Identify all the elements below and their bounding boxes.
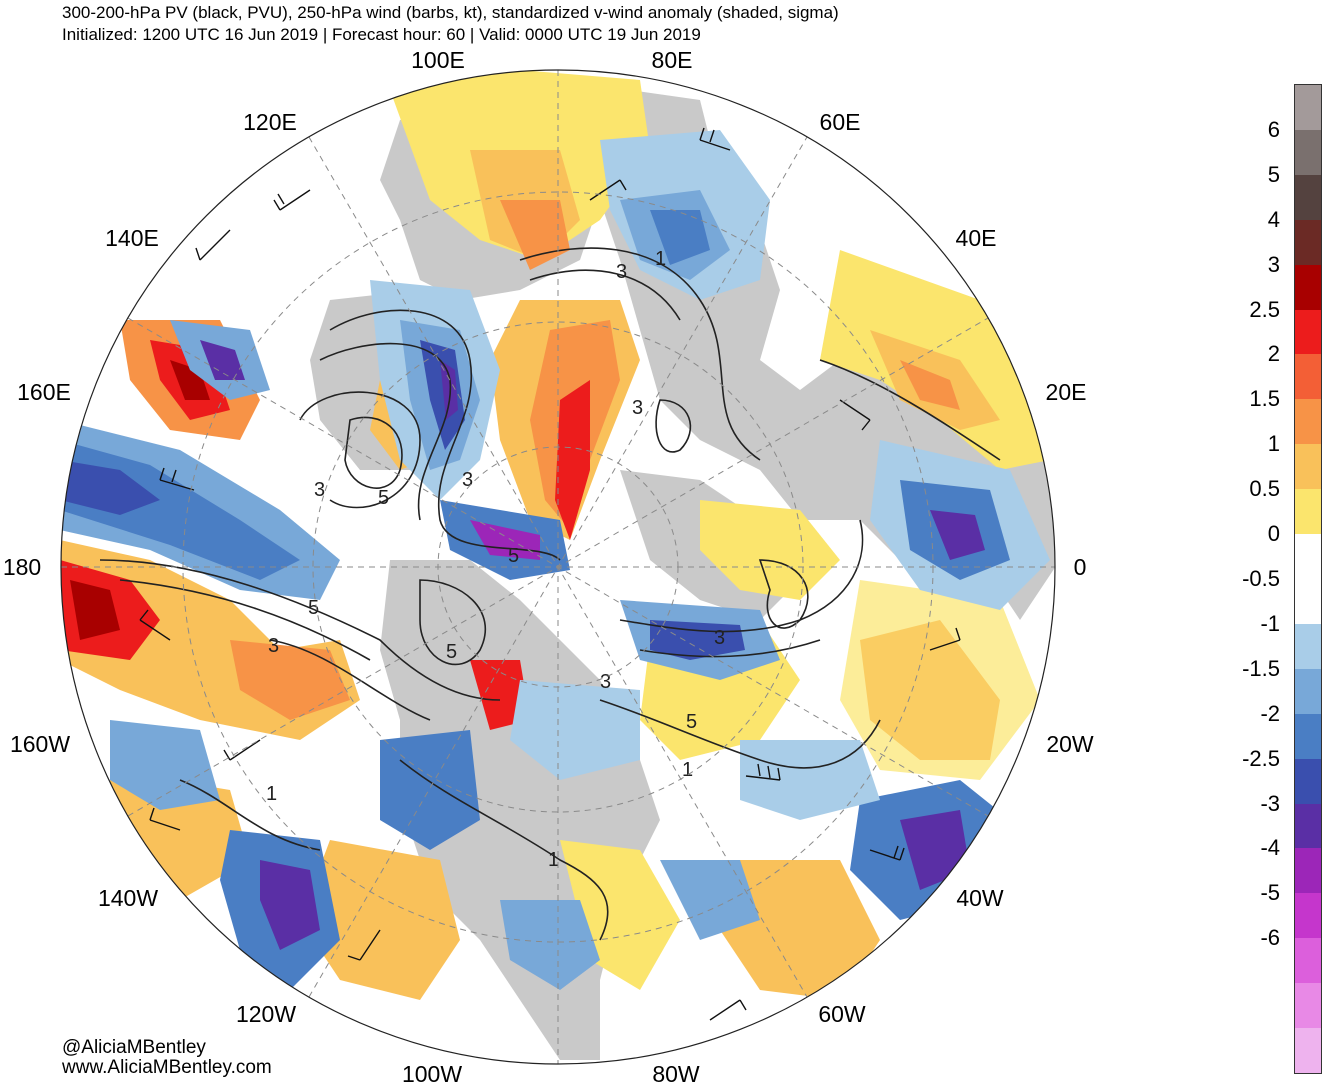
- map-boundary: [60, 69, 1056, 1065]
- colorbar-tick-label: 1: [1267, 431, 1280, 457]
- longitude-labels: 100E 80E 120E 60E 140E 40E 160E 20E 180 …: [3, 47, 1094, 1086]
- credit-block: @AliciaMBentley www.AliciaMBentley.com: [62, 1038, 272, 1078]
- colorbar-swatch: [1295, 1028, 1321, 1074]
- lon-label-80w: 80W: [652, 1061, 700, 1086]
- negative-anomalies: [61, 130, 1050, 990]
- colorbar-tick-label: -2: [1260, 700, 1280, 726]
- lon-label-80e: 80E: [652, 47, 693, 73]
- lon-label-100e: 100E: [411, 47, 465, 73]
- colorbar-swatch: [1295, 219, 1321, 265]
- colorbar-tick-label: -0.5: [1242, 566, 1280, 591]
- colorbar-swatch: [1295, 848, 1321, 894]
- author-handle: @AliciaMBentley: [62, 1037, 206, 1058]
- contour-label: 5: [508, 545, 519, 567]
- lon-label-0: 0: [1074, 554, 1087, 580]
- map-disk: 1 3 3 5 3 3 5 5 3 5 3 3 5 1 1 1: [61, 70, 1055, 1064]
- colorbar-tick-label: 1.5: [1249, 386, 1280, 412]
- colorbar-swatch: [1295, 309, 1321, 355]
- colorbar-swatch: [1295, 444, 1321, 490]
- contour-label: 3: [616, 261, 627, 283]
- lon-label-40w: 40W: [956, 885, 1004, 911]
- colorbar-swatch: [1295, 893, 1321, 939]
- lon-label-60e: 60E: [820, 109, 861, 135]
- colorbar-tick-label: 0.5: [1249, 476, 1280, 502]
- lon-label-100w: 100W: [402, 1061, 462, 1086]
- map-subtitle: Initialized: 1200 UTC 16 Jun 2019 | Fore…: [62, 25, 701, 44]
- colorbar-tick-label: 2: [1267, 341, 1280, 367]
- colorbar: [1294, 84, 1322, 1074]
- lon-label-140w: 140W: [98, 885, 158, 911]
- colorbar-tick-label: 0: [1267, 521, 1280, 547]
- map-title: 300-200-hPa PV (black, PVU), 250-hPa win…: [62, 3, 839, 22]
- contour-label: 1: [655, 248, 666, 270]
- lon-label-20e: 20E: [1046, 379, 1087, 405]
- contour-label: 5: [686, 711, 697, 733]
- colorbar-swatch: [1295, 938, 1321, 984]
- contour-label: 5: [308, 597, 319, 619]
- lon-label-40e: 40E: [956, 225, 997, 251]
- colorbar-swatch: [1295, 668, 1321, 714]
- lon-label-120w: 120W: [236, 1001, 296, 1027]
- lon-label-180: 180: [3, 554, 41, 580]
- colorbar-swatch: [1295, 803, 1321, 849]
- lon-label-160e: 160E: [17, 379, 71, 405]
- positive-anomalies: [61, 70, 1050, 1000]
- contour-label: 3: [268, 635, 279, 657]
- colorbar-swatch: [1295, 129, 1321, 175]
- colorbar-swatch: [1295, 489, 1321, 535]
- colorbar-swatch: [1295, 579, 1321, 624]
- colorbar-swatch: [1295, 264, 1321, 310]
- author-website: www.AliciaMBentley.com: [62, 1057, 272, 1078]
- title-block: 300-200-hPa PV (black, PVU), 250-hPa win…: [62, 2, 839, 46]
- contour-label: 3: [632, 397, 643, 419]
- colorbar-tick-label: -6: [1260, 925, 1280, 951]
- contour-label: 3: [462, 469, 473, 491]
- colorbar-tick-label: 4: [1267, 206, 1280, 232]
- colorbar-tick-label: -1: [1260, 610, 1280, 636]
- lon-label-20w: 20W: [1046, 731, 1094, 757]
- colorbar-tick-label: -2.5: [1242, 745, 1280, 771]
- colorbar-swatch: [1295, 174, 1321, 220]
- contour-label: 1: [548, 849, 559, 871]
- lon-label-160w: 160W: [10, 731, 70, 757]
- contour-label: 1: [682, 759, 693, 781]
- contour-label: 3: [314, 479, 325, 501]
- colorbar-tick-label: 6: [1267, 116, 1280, 142]
- colorbar-swatch: [1295, 758, 1321, 804]
- colorbar-swatch: [1295, 623, 1321, 669]
- graticule: [61, 70, 1055, 1064]
- colorbar-tick-label: -5: [1260, 880, 1280, 906]
- colorbar-tick-label: -3: [1260, 790, 1280, 816]
- colorbar-swatch: [1295, 983, 1321, 1029]
- colorbar-swatch: [1295, 713, 1321, 759]
- lon-label-60w: 60W: [818, 1001, 866, 1027]
- colorbar-swatch: [1295, 354, 1321, 400]
- contour-value-labels: 1 3 3 5 3 3 5 5 3 5 3 3 5 1 1 1: [266, 248, 725, 871]
- colorbar-swatch: [1295, 534, 1321, 580]
- lon-label-140e: 140E: [105, 225, 159, 251]
- colorbar-tick-label: -4: [1260, 835, 1280, 861]
- colorbar-tick-label: 3: [1267, 251, 1280, 277]
- colorbar-swatch: [1295, 399, 1321, 445]
- contour-label: 3: [714, 627, 725, 649]
- colorbar-tick-label: -1.5: [1242, 655, 1280, 681]
- colorbar-tick-label: 2.5: [1249, 296, 1280, 322]
- lon-label-120e: 120E: [243, 109, 297, 135]
- contour-label: 3: [600, 671, 611, 693]
- colorbar-tick-label: 5: [1267, 161, 1280, 187]
- contour-label: 1: [266, 783, 277, 805]
- colorbar-swatch: [1295, 85, 1321, 130]
- contour-label: 5: [446, 641, 457, 663]
- wind-barbs: [139, 127, 961, 1021]
- contour-label: 5: [378, 487, 389, 509]
